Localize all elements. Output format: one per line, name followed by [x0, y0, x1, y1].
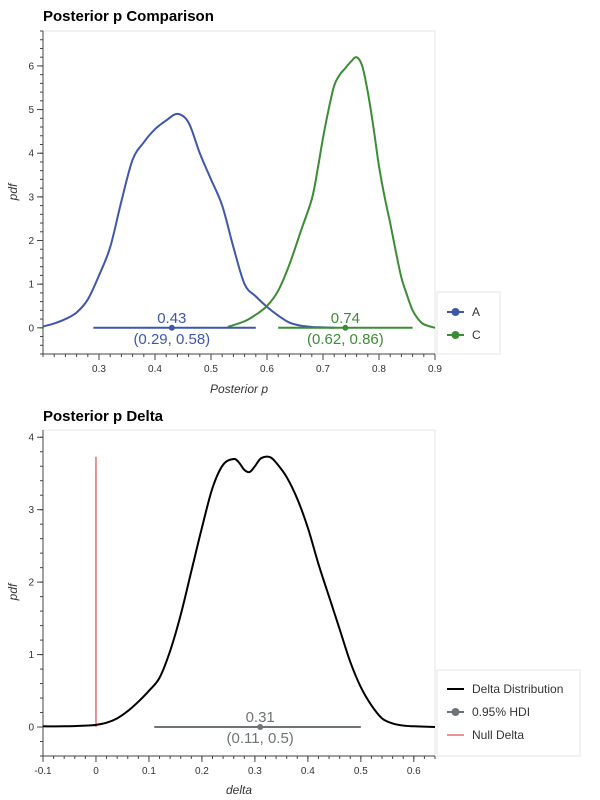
y-tick-label: 4 — [28, 433, 34, 444]
hdi-mean-dot-a — [168, 324, 175, 331]
legend-item-delta-distribution[interactable]: Delta Distribution — [447, 682, 563, 696]
hdi-interval-label-a: (0.29, 0.58) — [133, 331, 210, 348]
y-tick-label: 3 — [28, 192, 34, 203]
delta-chart: -0.1 0 0.1 0.2 0.3 0.4 0.5 0.6 0 1 2 3 4 0.31 (0.11, … — [6, 429, 581, 797]
legend-label-a: A — [472, 305, 480, 319]
hdi-interval-label-delta: (0.11, 0.5) — [227, 730, 294, 747]
x-tick-label: 0 — [93, 766, 99, 777]
plot-frame — [42, 30, 436, 355]
x-tick-label: 0.4 — [301, 766, 315, 777]
hdi-interval-label-c: (0.62, 0.86) — [307, 331, 384, 348]
y-tick-label: 1 — [28, 650, 34, 661]
legend-dot-c — [451, 331, 460, 339]
legend-item-null-delta[interactable]: Null Delta — [447, 728, 524, 742]
density-curve-c — [227, 56, 436, 329]
y-tick-label: 2 — [28, 236, 34, 247]
y-tick-label: 0 — [28, 723, 34, 734]
x-tick-label: 0.5 — [204, 364, 218, 375]
x-tick-label: 0.6 — [260, 364, 274, 375]
x-tick-label: 0.9 — [428, 364, 442, 375]
x-tick-label: 0.3 — [92, 364, 106, 375]
legend-item-a[interactable]: A — [447, 305, 480, 319]
hdi-mean-label-delta: 0.31 — [246, 709, 275, 726]
hdi-mean-label-c: 0.74 — [331, 310, 360, 327]
y-tick-label: 5 — [28, 105, 34, 116]
density-curve-a — [42, 112, 335, 329]
legend-label-null: Null Delta — [472, 728, 524, 742]
legend-item-hdi[interactable]: 0.95% HDI — [447, 705, 530, 719]
x-tick-label: 0.5 — [354, 766, 368, 777]
x-tick-label: 0.4 — [148, 364, 162, 375]
hdi-mean-dot-c — [342, 324, 349, 331]
chart-title-comparison: Posterior p Comparison — [43, 8, 214, 25]
hdi-mean-label-a: 0.43 — [157, 310, 186, 327]
legend-box — [436, 291, 501, 355]
x-tick-label: 0.6 — [407, 766, 421, 777]
y-tick-label: 0 — [28, 323, 34, 334]
y-tick-label: 6 — [28, 61, 34, 72]
legend-item-c[interactable]: C — [447, 328, 481, 342]
plot-frame — [42, 429, 436, 757]
legend-dot-a — [451, 308, 460, 316]
legend-label-hdi: 0.95% HDI — [472, 705, 530, 719]
y-axis-label: pdf — [6, 182, 20, 201]
y-tick-label: 4 — [28, 149, 34, 160]
x-tick-label: 0.1 — [142, 766, 156, 777]
y-tick-label: 2 — [28, 578, 34, 589]
x-axis-label: Posterior p — [210, 382, 268, 396]
x-tick-label: 0.8 — [372, 364, 386, 375]
x-tick-label: 0.3 — [248, 766, 262, 777]
x-tick-label: -0.1 — [34, 766, 52, 777]
x-axis-label: delta — [226, 783, 252, 797]
x-tick-label: 0.7 — [316, 364, 330, 375]
comparison-chart: 0.3 0.4 0.5 0.6 0.7 0.8 0.9 0 1 2 3 4 5 6 0.43 (0.29, … — [6, 30, 501, 396]
hdi-mean-dot-delta — [257, 724, 264, 731]
legend-label-delta: Delta Distribution — [472, 682, 563, 696]
legend-label-c: C — [472, 328, 481, 342]
y-axis-label: pdf — [6, 582, 20, 601]
x-tick-label: 0.2 — [195, 766, 209, 777]
legend-dot-hdi — [451, 708, 460, 716]
y-tick-label: 3 — [28, 505, 34, 516]
delta-density-curve — [42, 455, 436, 729]
y-tick-label: 1 — [28, 280, 34, 291]
chart-title-delta: Posterior p Delta — [43, 408, 164, 425]
